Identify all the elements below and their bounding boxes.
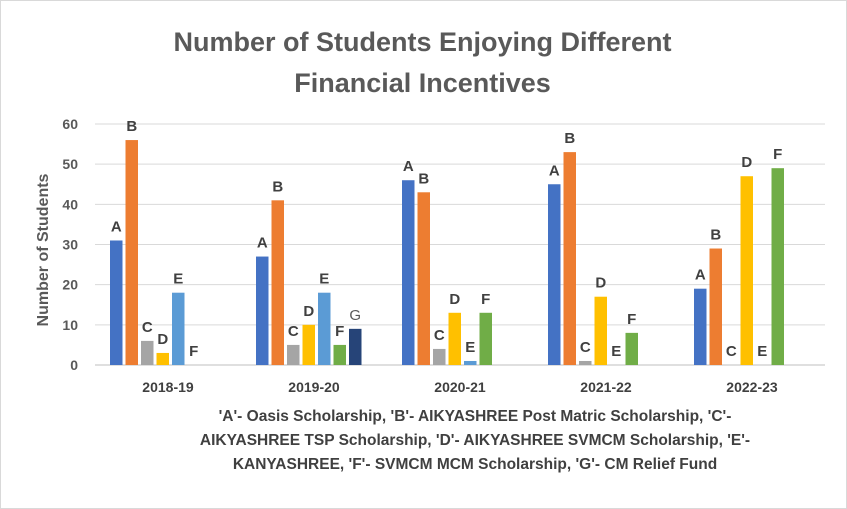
bar-label-c: C: [726, 343, 737, 360]
bar-label-d: D: [595, 275, 606, 292]
legend-note-line-2: AIKYASHREE TSP Scholarship, 'D'- AIKYASH…: [199, 432, 751, 449]
bar-d-2019-20: [302, 324, 315, 365]
bar-label-f: F: [189, 343, 198, 360]
bar-label-d: D: [303, 303, 314, 320]
bar-label-f: F: [335, 323, 344, 340]
bar-a-2019-20: [256, 256, 269, 365]
y-tick-label: 10: [62, 317, 78, 333]
bar-label-b: B: [564, 130, 575, 147]
bar-e-2020-21: [464, 360, 477, 365]
bar-label-b: B: [418, 170, 429, 187]
bar-b-2022-23: [709, 248, 722, 365]
bar-label-f: F: [627, 311, 636, 328]
bar-label-b: B: [710, 227, 721, 244]
bar-c-2018-19: [141, 340, 154, 365]
x-tick-label: 2019-20: [288, 379, 340, 395]
legend-note: 'A'- Oasis Scholarship, 'B'- AIKYASHREE …: [130, 405, 820, 477]
bar-e-2018-19: [172, 292, 185, 365]
bar-label-f: F: [773, 146, 782, 163]
legend-note-line-3: KANYASHREE, 'F'- SVMCM MCM Scholarship, …: [232, 456, 718, 473]
bar-label-c: C: [580, 339, 591, 356]
bar-label-c: C: [434, 327, 445, 344]
bar-label-d: D: [449, 291, 460, 308]
bar-c-2020-21: [433, 348, 446, 365]
bar-f-2020-21: [479, 312, 492, 365]
bar-f-2021-22: [625, 332, 638, 365]
bar-label-a: A: [695, 267, 706, 284]
bar-label-f: F: [481, 291, 490, 308]
bar-label-g: G: [349, 307, 361, 324]
y-axis-title: Number of Students: [35, 173, 52, 326]
bar-f-2022-23: [771, 168, 784, 365]
x-tick-label: 2022-23: [726, 379, 778, 395]
chart-title-line-1: Number of Students Enjoying Different: [173, 27, 672, 57]
bar-f-2019-20: [333, 344, 346, 365]
bar-c-2019-20: [287, 344, 300, 365]
bar-a-2021-22: [548, 184, 561, 365]
bar-label-c: C: [142, 319, 153, 336]
bar-d-2018-19: [156, 352, 169, 365]
bars: [110, 140, 784, 365]
bar-d-2021-22: [594, 296, 607, 365]
bar-b-2020-21: [417, 192, 430, 365]
bar-label-d: D: [741, 154, 752, 171]
bar-label-a: A: [403, 158, 414, 175]
y-tick-label: 50: [62, 156, 78, 172]
bar-label-e: E: [173, 271, 183, 288]
bar-g-2019-20: [349, 328, 362, 365]
bar-label-d: D: [157, 331, 168, 348]
bar-label-a: A: [257, 235, 268, 252]
bar-d-2022-23: [740, 176, 753, 365]
chart-title: Number of Students Enjoying Different Fi…: [0, 22, 845, 104]
x-axis-ticks: 2018-19 2019-20 2020-21 2021-22 2022-23: [142, 379, 778, 395]
y-tick-label: 20: [62, 277, 78, 293]
legend-note-line-1: 'A'- Oasis Scholarship, 'B'- AIKYASHREE …: [218, 408, 732, 425]
y-axis-ticks: 0 10 20 30 40 50 60: [62, 116, 78, 373]
bar-b-2018-19: [125, 140, 138, 365]
bar-label-e: E: [611, 343, 621, 360]
bar-c-2021-22: [579, 360, 592, 365]
bar-label-e: E: [465, 339, 475, 356]
bar-e-2019-20: [318, 292, 331, 365]
bar-a-2018-19: [110, 240, 123, 365]
bar-a-2020-21: [402, 180, 415, 365]
bar-label-c: C: [288, 323, 299, 340]
bar-b-2019-20: [271, 200, 284, 365]
y-tick-label: 60: [62, 116, 78, 132]
x-tick-label: 2021-22: [580, 379, 632, 395]
bar-d-2020-21: [448, 312, 461, 365]
x-tick-label: 2020-21: [434, 379, 486, 395]
bar-a-2022-23: [694, 288, 707, 365]
y-tick-label: 40: [62, 196, 78, 212]
bar-b-2021-22: [563, 152, 576, 365]
y-tick-label: 0: [70, 357, 78, 373]
bar-label-b: B: [272, 178, 283, 195]
bar-label-e: E: [757, 343, 767, 360]
x-tick-label: 2018-19: [142, 379, 194, 395]
bar-label-e: E: [319, 271, 329, 288]
bar-label-b: B: [126, 118, 137, 135]
chart-title-line-2: Financial Incentives: [294, 68, 551, 98]
bar-label-a: A: [549, 162, 560, 179]
bar-label-a: A: [111, 218, 122, 235]
y-tick-label: 30: [62, 237, 78, 253]
